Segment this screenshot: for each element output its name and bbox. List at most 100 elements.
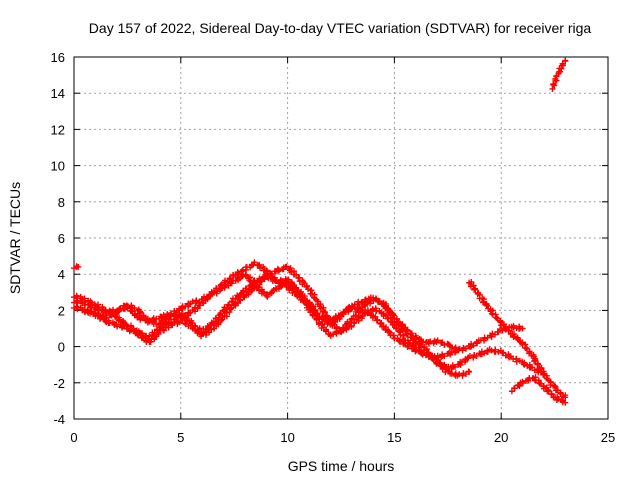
- data-point: [218, 285, 225, 292]
- data-point: [404, 330, 411, 337]
- data-point: [385, 315, 392, 322]
- data-point: [74, 295, 81, 302]
- data-point: [511, 385, 518, 392]
- data-point: [88, 309, 95, 316]
- data-point: [519, 380, 526, 387]
- data-point: [470, 342, 477, 349]
- y-tick-label: -2: [53, 376, 65, 391]
- data-point: [235, 270, 242, 277]
- x-tick-label: 5: [177, 430, 184, 445]
- y-tick-label: 2: [58, 303, 65, 318]
- data-point: [200, 330, 207, 337]
- data-point: [323, 313, 330, 320]
- data-point: [551, 382, 558, 389]
- x-tick-label: 15: [387, 430, 401, 445]
- data-point: [178, 317, 185, 324]
- data-point: [501, 325, 508, 332]
- data-point: [82, 308, 89, 315]
- data-point: [562, 394, 569, 401]
- data-point: [278, 282, 285, 289]
- data-point: [131, 305, 138, 312]
- data-point: [262, 271, 269, 278]
- data-point: [462, 345, 469, 352]
- data-point: [531, 358, 538, 365]
- x-tick-label: 25: [601, 430, 615, 445]
- data-point: [396, 337, 403, 344]
- data-point: [234, 274, 241, 281]
- data-point: [223, 309, 230, 316]
- data-point: [263, 267, 270, 274]
- data-point: [386, 329, 393, 336]
- data-point: [398, 322, 405, 329]
- y-axis-label: SDTVAR / TECUs: [7, 182, 23, 294]
- data-point: [295, 275, 302, 282]
- data-point: [264, 291, 271, 298]
- data-point: [137, 309, 144, 316]
- data-point: [374, 317, 381, 324]
- data-point: [424, 349, 431, 356]
- data-point: [403, 331, 410, 338]
- data-point: [232, 299, 239, 306]
- y-tick-label: 14: [51, 86, 65, 101]
- data-point: [255, 284, 262, 291]
- data-point: [255, 287, 262, 294]
- data-point: [348, 316, 355, 323]
- data-points: [71, 57, 569, 406]
- data-point: [271, 277, 278, 284]
- data-point: [272, 285, 279, 292]
- data-point: [284, 278, 291, 285]
- data-point: [120, 323, 127, 330]
- data-point: [327, 315, 334, 322]
- data-point: [322, 309, 329, 316]
- data-point: [251, 259, 258, 266]
- data-point: [502, 324, 509, 331]
- data-point: [483, 302, 490, 309]
- data-point: [480, 299, 487, 306]
- data-point: [385, 306, 392, 313]
- data-point: [234, 269, 241, 276]
- chart-title: Day 157 of 2022, Sidereal Day-to-day VTE…: [89, 20, 592, 36]
- data-point: [408, 334, 415, 341]
- data-point: [251, 280, 258, 287]
- data-point: [481, 350, 488, 357]
- data-point: [268, 271, 275, 278]
- y-tick-label: 8: [58, 195, 65, 210]
- data-point: [519, 325, 526, 332]
- data-point: [550, 81, 557, 88]
- data-point: [498, 322, 505, 329]
- y-tick-label: 0: [58, 340, 65, 355]
- data-point: [102, 314, 109, 321]
- data-point: [237, 297, 244, 304]
- data-point: [513, 358, 520, 365]
- data-point: [358, 299, 365, 306]
- data-point: [562, 399, 569, 406]
- x-axis-label: GPS time / hours: [288, 458, 395, 474]
- data-point: [166, 313, 173, 320]
- data-point: [293, 271, 300, 278]
- data-point: [75, 263, 82, 270]
- data-point: [415, 347, 422, 354]
- data-point: [369, 306, 376, 313]
- data-point: [114, 323, 121, 330]
- data-point: [276, 267, 283, 274]
- data-point: [194, 305, 201, 312]
- data-point: [347, 319, 354, 326]
- x-tick-label: 20: [494, 430, 508, 445]
- data-point: [462, 371, 469, 378]
- data-point: [406, 339, 413, 346]
- data-point: [456, 371, 463, 378]
- data-point: [272, 277, 279, 284]
- data-point: [433, 360, 440, 367]
- data-point: [212, 315, 219, 322]
- data-point: [311, 312, 318, 319]
- data-point: [255, 262, 262, 269]
- data-point: [534, 361, 541, 368]
- data-point: [456, 345, 463, 352]
- data-point: [260, 289, 267, 296]
- data-point: [558, 65, 565, 72]
- data-point: [540, 385, 547, 392]
- data-point: [115, 308, 122, 315]
- data-point: [549, 85, 556, 92]
- axis-ticks: 0 5 10 15 20 25 -4 -2 0 2 4 6 8 10 12 14 16: [51, 50, 616, 445]
